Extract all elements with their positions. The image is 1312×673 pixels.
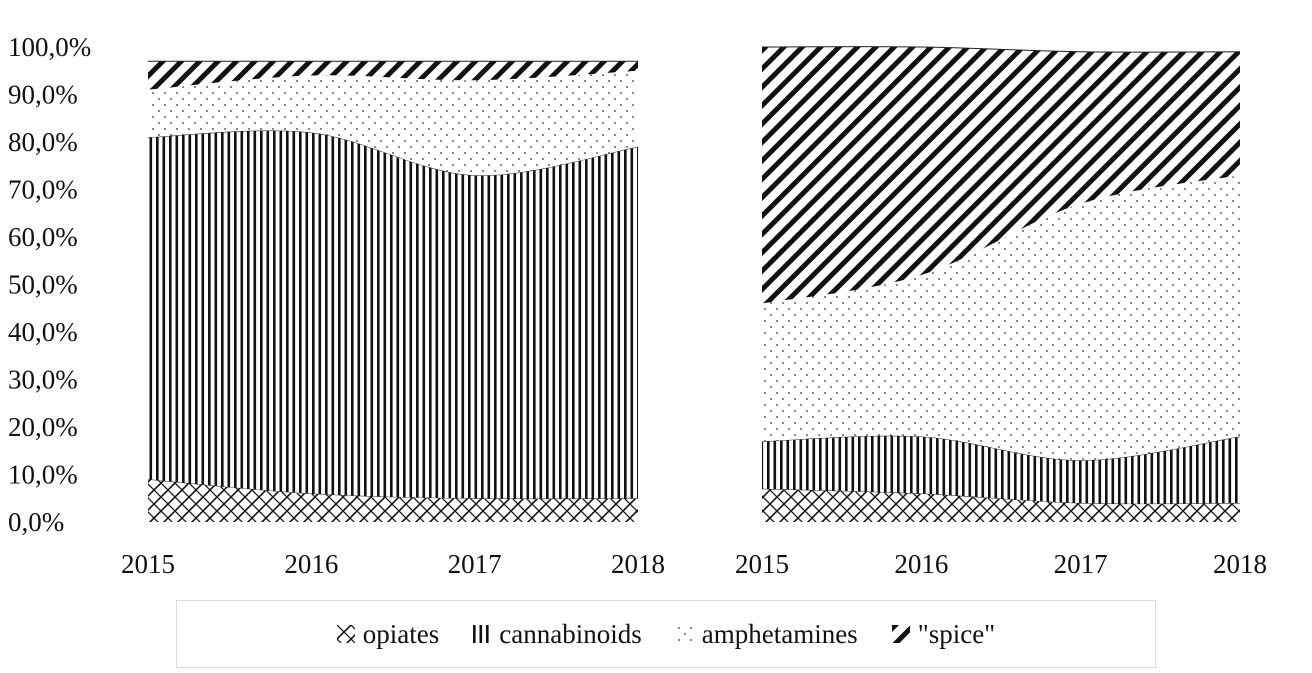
y-tick-label: 60,0% xyxy=(8,222,78,252)
x-tick-label-chart1: 2018 xyxy=(611,549,665,579)
legend-label: cannabinoids xyxy=(499,618,642,649)
legend-swatch-crosshatch xyxy=(336,625,355,643)
y-tick-label: 50,0% xyxy=(8,270,78,300)
chart-left: 2015 2016 2017 2018 0,0% 10,0% 20,0% 30,0% 40,0%… xyxy=(8,32,665,579)
legend-label: amphetamines xyxy=(701,618,858,649)
x-tick-label-chart2: 2015 xyxy=(735,549,789,579)
area-spice-chart1 xyxy=(148,61,638,90)
y-tick-label: 10,0% xyxy=(8,460,78,490)
area-amphetamines-chart2 xyxy=(762,175,1240,461)
y-tick-label: 70,0% xyxy=(8,175,78,205)
legend-item-amphetamines: amphetamines xyxy=(675,618,858,650)
y-tick-label: 100,0% xyxy=(8,32,91,62)
legend-label: "spice" xyxy=(917,618,996,649)
y-tick-label: 40,0% xyxy=(8,317,78,347)
chart-right: 2015 2016 2017 2018 xyxy=(735,46,1267,579)
legend-item-cannabinoids: cannabinoids xyxy=(473,618,642,650)
y-tick-label: 0,0% xyxy=(8,507,64,537)
x-tick-label-chart2: 2017 xyxy=(1054,549,1108,579)
area-amphetamines-chart1 xyxy=(148,70,638,176)
legend-swatch-diagonal-bold xyxy=(891,625,910,643)
y-tick-label: 80,0% xyxy=(8,127,78,157)
x-tick-label-chart1: 2016 xyxy=(284,549,338,579)
y-tick-label: 90,0% xyxy=(8,80,78,110)
area-cannabinoids-chart2 xyxy=(762,435,1240,504)
legend: opiates cannabinoids amphetamines "spice" xyxy=(176,600,1156,668)
legend-label: opiates xyxy=(362,618,440,649)
edge-spice-chart2 xyxy=(761,46,1241,53)
legend-swatch-vertical-lines xyxy=(473,625,492,643)
legend-item-spice: "spice" xyxy=(891,618,996,650)
x-tick-label-chart1: 2017 xyxy=(448,549,502,579)
y-tick-label: 30,0% xyxy=(8,365,78,395)
legend-item-opiates: opiates xyxy=(336,618,440,650)
area-opiates-chart1 xyxy=(148,479,638,522)
legend-row: opiates cannabinoids amphetamines "spice" xyxy=(177,601,1155,667)
x-tick-label-chart1: 2015 xyxy=(121,549,175,579)
area-spice-chart2 xyxy=(762,46,1240,304)
area-cannabinoids-chart1 xyxy=(148,130,638,499)
x-tick-label-chart2: 2016 xyxy=(894,549,948,579)
y-tick-label: 20,0% xyxy=(8,412,78,442)
x-tick-label-chart2: 2018 xyxy=(1213,549,1267,579)
area-opiates-chart2 xyxy=(762,488,1240,522)
legend-swatch-dots xyxy=(675,625,694,643)
